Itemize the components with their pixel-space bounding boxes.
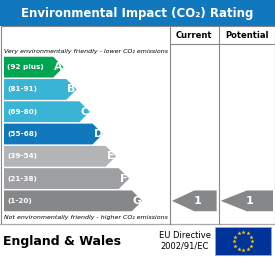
Text: (69-80): (69-80) — [7, 109, 37, 115]
Text: (39-54): (39-54) — [7, 153, 37, 159]
Text: 1: 1 — [246, 196, 254, 206]
Text: E: E — [107, 151, 114, 161]
Text: 2002/91/EC: 2002/91/EC — [161, 241, 209, 251]
Text: (21-38): (21-38) — [7, 176, 37, 182]
Text: Not environmentally friendly - higher CO₂ emissions: Not environmentally friendly - higher CO… — [4, 214, 168, 220]
Text: G: G — [133, 196, 142, 206]
Text: 1: 1 — [193, 196, 201, 206]
Bar — [215, 227, 271, 255]
Text: EU Directive: EU Directive — [159, 231, 211, 240]
Text: A: A — [54, 62, 63, 72]
Polygon shape — [4, 168, 129, 189]
Text: Environmental Impact (CO₂) Rating: Environmental Impact (CO₂) Rating — [21, 6, 254, 20]
Polygon shape — [4, 124, 103, 144]
Polygon shape — [221, 190, 273, 211]
Text: Very environmentally friendly - lower CO₂ emissions: Very environmentally friendly - lower CO… — [4, 50, 168, 54]
Text: Current: Current — [176, 30, 213, 39]
Bar — [0, 224, 275, 258]
Text: (55-68): (55-68) — [7, 131, 37, 137]
Text: England & Wales: England & Wales — [3, 235, 121, 247]
Bar — [0, 0, 275, 26]
Text: Potential: Potential — [225, 30, 269, 39]
Text: (1-20): (1-20) — [7, 198, 32, 204]
Bar — [1, 26, 274, 224]
Polygon shape — [172, 190, 217, 211]
Text: D: D — [94, 129, 103, 139]
Polygon shape — [4, 57, 64, 78]
Polygon shape — [4, 190, 142, 211]
Polygon shape — [4, 79, 77, 100]
Text: C: C — [80, 107, 89, 117]
Text: F: F — [120, 174, 127, 184]
Polygon shape — [4, 101, 90, 122]
Text: (81-91): (81-91) — [7, 86, 37, 92]
Text: (92 plus): (92 plus) — [7, 64, 44, 70]
Polygon shape — [4, 146, 116, 167]
Text: B: B — [67, 84, 76, 94]
